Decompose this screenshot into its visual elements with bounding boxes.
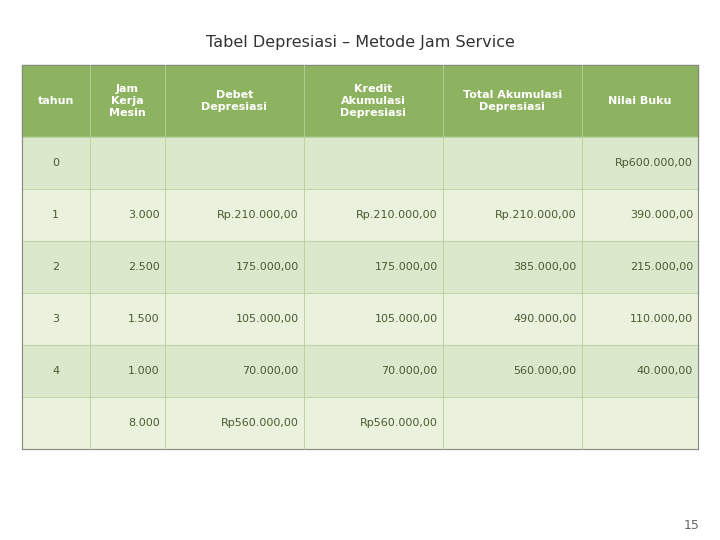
Text: 2: 2 [53, 262, 59, 272]
Text: 215.000,00: 215.000,00 [630, 262, 693, 272]
Text: 8.000: 8.000 [128, 418, 160, 428]
Bar [443, 137, 582, 189]
Bar [165, 345, 304, 397]
Bar [22, 397, 89, 449]
Bar [89, 137, 165, 189]
Text: Rp.210.000,00: Rp.210.000,00 [495, 210, 577, 220]
Text: 1: 1 [53, 210, 59, 220]
Text: 1.500: 1.500 [128, 314, 160, 324]
Bar [443, 241, 582, 293]
Text: 560.000,00: 560.000,00 [513, 366, 577, 376]
Bar [443, 189, 582, 241]
Text: 70.000,00: 70.000,00 [243, 366, 299, 376]
Text: 40.000,00: 40.000,00 [636, 366, 693, 376]
Text: 175.000,00: 175.000,00 [374, 262, 438, 272]
Bar [304, 65, 443, 137]
Bar [582, 65, 698, 137]
Bar [304, 345, 443, 397]
Bar [582, 189, 698, 241]
Bar [443, 293, 582, 345]
Bar [165, 189, 304, 241]
Bar [165, 241, 304, 293]
Bar [443, 397, 582, 449]
Text: 110.000,00: 110.000,00 [630, 314, 693, 324]
Text: 175.000,00: 175.000,00 [235, 262, 299, 272]
Text: Debet
Depresiasi: Debet Depresiasi [202, 90, 267, 112]
Bar [304, 137, 443, 189]
Text: 105.000,00: 105.000,00 [235, 314, 299, 324]
Bar [89, 65, 165, 137]
Text: Jam
Kerja
Mesin: Jam Kerja Mesin [109, 84, 145, 118]
Bar [304, 189, 443, 241]
Bar [89, 345, 165, 397]
Bar [22, 189, 89, 241]
Bar [582, 137, 698, 189]
Text: tahun: tahun [37, 96, 74, 106]
Bar [443, 65, 582, 137]
Bar [22, 293, 89, 345]
Text: Rp.210.000,00: Rp.210.000,00 [217, 210, 299, 220]
Text: Tabel Depresiasi – Metode Jam Service: Tabel Depresiasi – Metode Jam Service [206, 35, 514, 50]
Bar [89, 241, 165, 293]
Text: 70.000,00: 70.000,00 [382, 366, 438, 376]
Text: 390.000,00: 390.000,00 [630, 210, 693, 220]
Bar [165, 65, 304, 137]
Text: 0: 0 [53, 158, 59, 168]
Text: 2.500: 2.500 [128, 262, 160, 272]
Bar [304, 241, 443, 293]
Bar [304, 293, 443, 345]
Text: Rp.210.000,00: Rp.210.000,00 [356, 210, 438, 220]
Bar [443, 345, 582, 397]
Bar [89, 293, 165, 345]
Bar [22, 137, 89, 189]
Text: Rp600.000,00: Rp600.000,00 [615, 158, 693, 168]
Bar [582, 293, 698, 345]
Text: Kredit
Akumulasi
Depresiasi: Kredit Akumulasi Depresiasi [341, 84, 406, 118]
Bar [582, 397, 698, 449]
Text: 105.000,00: 105.000,00 [374, 314, 438, 324]
Bar [582, 345, 698, 397]
Text: 1.000: 1.000 [128, 366, 160, 376]
Text: 490.000,00: 490.000,00 [513, 314, 577, 324]
Bar [165, 293, 304, 345]
Bar [22, 65, 89, 137]
Bar [22, 345, 89, 397]
Bar [89, 397, 165, 449]
Bar [582, 241, 698, 293]
Bar [22, 241, 89, 293]
Bar [304, 397, 443, 449]
Text: 385.000,00: 385.000,00 [513, 262, 577, 272]
Text: Rp560.000,00: Rp560.000,00 [221, 418, 299, 428]
Bar [165, 397, 304, 449]
Bar [89, 189, 165, 241]
Text: 4: 4 [53, 366, 59, 376]
Text: 3: 3 [53, 314, 59, 324]
Text: Rp560.000,00: Rp560.000,00 [360, 418, 438, 428]
Text: Nilai Buku: Nilai Buku [608, 96, 672, 106]
Bar [165, 137, 304, 189]
Text: Total Akumulasi
Depresiasi: Total Akumulasi Depresiasi [462, 90, 562, 112]
Text: 15: 15 [684, 519, 700, 532]
Text: 3.000: 3.000 [128, 210, 160, 220]
